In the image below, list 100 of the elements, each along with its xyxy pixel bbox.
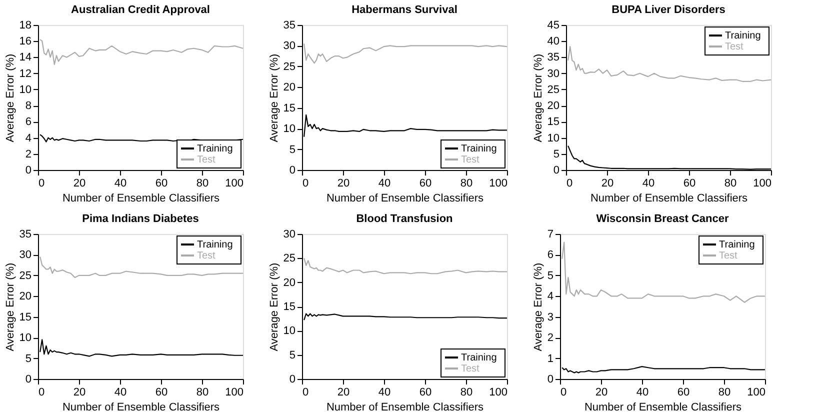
x-tick-label: 80 bbox=[724, 178, 737, 190]
y-axis-title: Average Error (%) bbox=[532, 262, 544, 352]
x-tick-label: 60 bbox=[155, 386, 168, 398]
y-axis-title: Average Error (%) bbox=[4, 54, 16, 142]
x-axis-title: Number of Ensemble Classifiers bbox=[62, 192, 220, 204]
y-axis-title: Average Error (%) bbox=[268, 54, 280, 142]
y-tick-label: 0 bbox=[289, 374, 296, 386]
x-tick-label: 60 bbox=[683, 178, 696, 190]
y-tick-label: 35 bbox=[547, 52, 560, 64]
x-axis-title: Number of Ensemble Classifiers bbox=[326, 402, 484, 412]
x-tick-label: 0 bbox=[38, 178, 45, 190]
y-tick-label: 15 bbox=[283, 301, 296, 313]
x-tick-label: 0 bbox=[302, 386, 309, 398]
y-tick-label: 16 bbox=[19, 36, 32, 48]
y-tick-label: 45 bbox=[547, 20, 560, 32]
y-tick-label: 30 bbox=[547, 68, 560, 80]
y-tick-label: 25 bbox=[283, 252, 296, 265]
y-tick-label: 0 bbox=[25, 164, 32, 176]
x-tick-label: 40 bbox=[114, 386, 127, 398]
y-tick-label: 20 bbox=[19, 290, 32, 303]
chart-title: Blood Transfusion bbox=[356, 213, 454, 225]
chart-title: Wisconsin Breast Cancer bbox=[596, 213, 730, 225]
x-axis-title: Number of Ensemble Classifiers bbox=[584, 402, 742, 412]
y-tick-label: 2 bbox=[25, 148, 32, 160]
y-tick-label: 40 bbox=[547, 36, 560, 48]
y-tick-label: 5 bbox=[289, 349, 296, 362]
y-tick-label: 35 bbox=[19, 228, 32, 240]
x-tick-label: 80 bbox=[460, 178, 473, 190]
legend-label: Test bbox=[725, 42, 744, 52]
x-tick-label: 40 bbox=[636, 386, 649, 398]
chart-title: Pima Indians Diabetes bbox=[82, 213, 199, 225]
x-tick-label: 40 bbox=[378, 178, 391, 190]
y-tick-label: 7 bbox=[547, 228, 554, 240]
x-tick-label: 60 bbox=[419, 178, 432, 190]
series-label: Test bbox=[197, 250, 216, 262]
legend-label: Training bbox=[725, 30, 761, 42]
x-tick-label: 40 bbox=[378, 386, 391, 398]
y-tick-label: 25 bbox=[283, 60, 296, 73]
y-tick-label: 10 bbox=[283, 325, 296, 338]
y-tick-label: 35 bbox=[283, 20, 296, 32]
x-tick-label: 100 bbox=[753, 178, 772, 190]
x-axis-title: Number of Ensemble Classifiers bbox=[590, 192, 748, 204]
y-tick-label: 30 bbox=[19, 249, 32, 262]
y-tick-label: 20 bbox=[547, 100, 560, 112]
x-tick-label: 40 bbox=[642, 178, 655, 190]
x-tick-label: 0 bbox=[560, 386, 567, 398]
line-series bbox=[304, 258, 508, 274]
x-tick-label: 60 bbox=[155, 178, 168, 190]
x-tick-label: 100 bbox=[225, 178, 244, 190]
x-tick-label: 100 bbox=[489, 178, 508, 190]
x-tick-label: 20 bbox=[73, 178, 86, 190]
y-tick-label: 6 bbox=[547, 249, 554, 262]
x-axis-title: Number of Ensemble Classifiers bbox=[62, 402, 220, 412]
y-tick-label: 0 bbox=[289, 164, 296, 176]
y-tick-label: 20 bbox=[283, 276, 296, 289]
y-tick-label: 0 bbox=[547, 374, 554, 386]
x-tick-label: 40 bbox=[114, 178, 127, 190]
y-tick-label: 10 bbox=[19, 332, 32, 344]
y-tick-label: 15 bbox=[283, 102, 296, 114]
y-axis-title: Average Error (%) bbox=[4, 262, 16, 352]
y-tick-label: 5 bbox=[547, 270, 554, 282]
y-tick-label: 30 bbox=[283, 228, 296, 240]
x-tick-label: 60 bbox=[419, 386, 432, 398]
y-tick-label: 18 bbox=[19, 20, 32, 32]
y-tick-label: 2 bbox=[547, 332, 554, 344]
y-tick-label: 20 bbox=[283, 82, 296, 94]
x-tick-label: 80 bbox=[718, 386, 731, 398]
y-tick-label: 12 bbox=[19, 68, 32, 80]
x-tick-label: 100 bbox=[747, 386, 766, 398]
x-tick-label: 20 bbox=[601, 178, 614, 190]
x-tick-label: 100 bbox=[225, 386, 244, 398]
x-tick-label: 20 bbox=[337, 386, 350, 398]
y-tick-label: 14 bbox=[19, 52, 32, 64]
chart-title: Australian Credit Approval bbox=[71, 4, 210, 16]
x-tick-label: 60 bbox=[677, 386, 690, 398]
y-tick-label: 5 bbox=[553, 148, 560, 160]
y-tick-label: 3 bbox=[547, 311, 554, 324]
y-tick-label: 4 bbox=[547, 290, 554, 303]
line-series bbox=[304, 43, 508, 64]
y-axis-title: Average Error (%) bbox=[532, 54, 544, 142]
x-tick-label: 80 bbox=[460, 386, 473, 398]
y-tick-label: 0 bbox=[25, 374, 32, 386]
y-tick-label: 25 bbox=[19, 270, 32, 282]
legend-label: Training bbox=[461, 352, 497, 364]
y-tick-label: 8 bbox=[25, 100, 32, 112]
y-tick-label: 5 bbox=[289, 144, 296, 156]
y-tick-label: 15 bbox=[547, 116, 560, 128]
x-tick-label: 0 bbox=[38, 386, 45, 398]
x-tick-label: 20 bbox=[337, 178, 350, 190]
x-tick-label: 100 bbox=[489, 386, 508, 398]
y-axis-title: Average Error (%) bbox=[268, 262, 280, 352]
x-tick-label: 0 bbox=[566, 178, 573, 190]
text: Training bbox=[197, 240, 233, 250]
y-tick-label: 25 bbox=[547, 84, 560, 96]
legend-label: Training bbox=[197, 144, 233, 154]
legend-label: Test bbox=[719, 250, 738, 262]
y-tick-label: 5 bbox=[25, 352, 32, 365]
y-tick-label: 0 bbox=[553, 164, 560, 176]
y-tick-label: 15 bbox=[19, 311, 32, 324]
line-series bbox=[562, 242, 766, 303]
